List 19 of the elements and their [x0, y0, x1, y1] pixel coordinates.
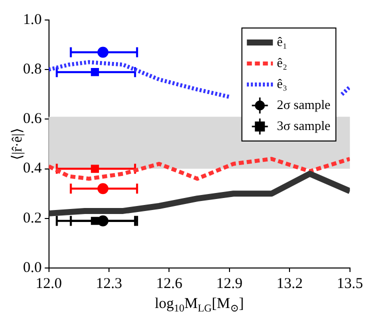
x-tick-label: 12.9	[216, 276, 243, 292]
line-series	[48, 156, 350, 181]
legend-label: ê₁	[276, 34, 288, 49]
x-tick-label: 12.0	[36, 276, 62, 292]
legend-label: 3σ sample	[276, 118, 331, 133]
y-tick-label: 0.8	[23, 62, 42, 78]
legend-label: ê₂	[276, 54, 288, 70]
y-tick-label: 0.2	[23, 210, 42, 226]
x-tick-label: 12.6	[156, 276, 183, 292]
legend-label: 2σ sample	[276, 96, 331, 112]
x-tick-label: 13.2	[276, 276, 303, 292]
y-tick-label: 0.6	[23, 111, 42, 128]
x-tick-label: 13.5	[336, 276, 363, 292]
x-tick-label: 12.3	[96, 276, 122, 292]
legend-label: ê₃	[276, 76, 288, 91]
y-axis-title: ⟨|r̂·ê|⟩	[10, 128, 26, 160]
y-tick-label: 1.0	[23, 12, 42, 28]
y-tick-label: 0.4	[23, 160, 42, 177]
y-tick-label: 0.0	[23, 260, 42, 276]
